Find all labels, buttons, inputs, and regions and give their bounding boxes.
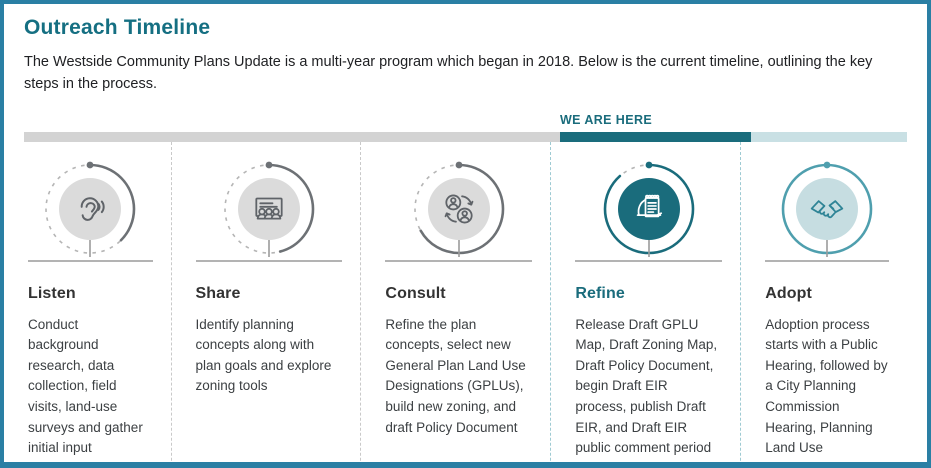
stage-description: Adoption process starts with a Public He… — [765, 316, 888, 462]
stage-title: Consult — [385, 284, 446, 302]
handshake-icon — [806, 188, 848, 230]
ear-listening-icon — [69, 188, 111, 230]
stage-icon-listen — [42, 161, 138, 257]
timeline-bar-segment — [559, 131, 751, 142]
baseline-rule — [575, 259, 723, 262]
baseline-rule — [385, 259, 533, 262]
stage-title: Share — [195, 284, 241, 302]
stage-icon-adopt — [779, 161, 875, 257]
stage-icon-consult — [411, 161, 507, 257]
stage-icon-share — [221, 161, 317, 257]
progress-ring — [413, 161, 505, 257]
progress-ring — [781, 161, 873, 257]
stage-description: Release Draft GPLU Map, Draft Zoning Map… — [575, 316, 718, 456]
stage-title: Adopt — [765, 284, 812, 302]
stage-share: Share Identify planning concepts along w… — [170, 141, 361, 462]
stage-consult: Consult Refine the plan concepts, select… — [360, 141, 550, 462]
stage-title: Listen — [28, 284, 76, 302]
timeline-bar — [24, 131, 907, 142]
progress-ring — [44, 161, 136, 257]
stage-description: Refine the plan concepts, select new Gen… — [385, 316, 526, 435]
we-are-here-label: WE ARE HERE — [559, 112, 653, 127]
timeline-bar-segment — [750, 131, 907, 142]
baseline-rule — [195, 259, 343, 262]
stage-listen: Listen Conduct background research, data… — [24, 142, 171, 462]
page-title: Outreach Timeline — [24, 16, 211, 39]
intro-text: The Westside Community Plans Update is a… — [24, 54, 873, 93]
stage-adopt: Adopt Adoption process starts with a Pub… — [740, 141, 907, 462]
timeline-bar-segment — [24, 131, 560, 142]
people-exchange-icon — [438, 188, 480, 230]
presentation-audience-icon — [248, 188, 290, 230]
stages-row: Listen Conduct background research, data… — [24, 141, 907, 462]
baseline-rule — [765, 259, 889, 262]
stage-icon-refine — [601, 161, 697, 257]
stage-refine: Refine Release Draft GPLU Map, Draft Zon… — [550, 141, 740, 462]
timeline: WE ARE HERE — [24, 113, 907, 142]
stage-title: Refine — [575, 284, 625, 302]
baseline-rule — [28, 259, 153, 262]
stage-description: Identify planning concepts along with pl… — [195, 316, 332, 394]
notepad-checklist-icon — [628, 188, 670, 230]
stage-description: Conduct background research, data collec… — [28, 316, 143, 456]
